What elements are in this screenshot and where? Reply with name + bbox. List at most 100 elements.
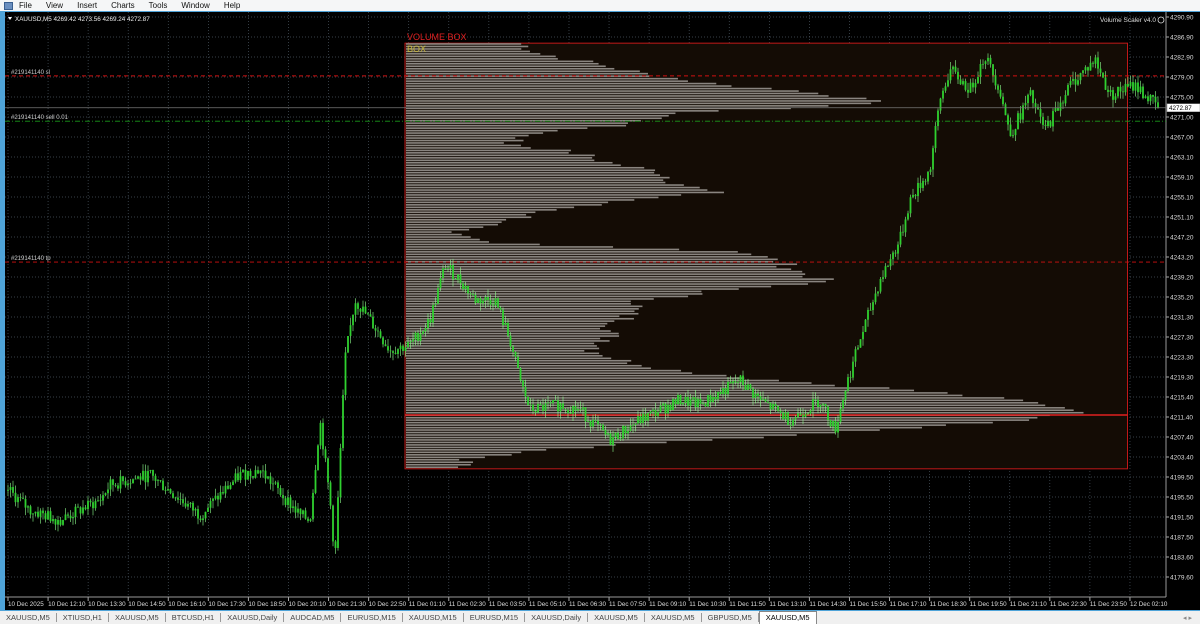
candle-body: [1157, 102, 1159, 108]
candle-body: [34, 511, 37, 514]
chart-menu-arrow-icon[interactable]: [8, 17, 12, 20]
candle-body: [464, 285, 467, 290]
price-axis-label: 4290.90: [1170, 15, 1194, 22]
volume-histogram-bar: [406, 463, 471, 466]
time-axis-label: 10 Dec 21:30: [329, 601, 367, 608]
time-axis-label: 11 Dec 19:50: [970, 601, 1007, 608]
volume-histogram-bar: [406, 196, 659, 199]
candle-body: [587, 421, 589, 422]
candle-body: [337, 497, 339, 548]
candle-body: [169, 488, 172, 494]
candle-body: [917, 182, 919, 197]
volume-histogram-bar: [406, 95, 829, 97]
candle-body: [494, 298, 497, 306]
chart-tab[interactable]: XAUUSD,M5: [0, 613, 57, 622]
candle-body: [607, 433, 609, 435]
candle-body: [672, 399, 674, 411]
chart-tab[interactable]: XAUUSD,Daily: [525, 613, 589, 622]
chart-tab[interactable]: BTCUSD,H1: [166, 613, 222, 622]
candle-body: [312, 492, 314, 520]
price-axis-label: 4235.20: [1170, 295, 1194, 302]
volume-histogram-bar: [406, 251, 738, 253]
volume-histogram-bar: [406, 305, 643, 308]
candle-body: [679, 394, 682, 405]
candle-body: [24, 498, 27, 508]
candle-body: [739, 375, 742, 383]
candle-body: [659, 405, 662, 413]
menu-tools[interactable]: Tools: [148, 1, 168, 10]
candle-body: [62, 520, 64, 525]
chart-tab[interactable]: XAUUSD,M5: [109, 613, 166, 622]
candle-body: [399, 345, 402, 350]
price-chart[interactable]: 4290.90 4286.90 4282.90 4279.00 4275.00 4271.…: [0, 0, 1200, 611]
candle-body: [142, 470, 144, 480]
candle-body: [244, 469, 247, 480]
candle-body: [692, 397, 694, 400]
volume-histogram-bar: [406, 399, 1024, 402]
candle-body: [64, 514, 67, 521]
volume-histogram-bar: [406, 58, 558, 60]
chart-tab[interactable]: AUDCAD,M5: [284, 613, 342, 622]
candle-body: [1042, 116, 1044, 125]
volume-histogram-bar: [406, 466, 459, 469]
candle-body: [344, 352, 347, 395]
candle-body: [1082, 70, 1084, 74]
candle-body: [512, 346, 514, 352]
menu-window[interactable]: Window: [181, 1, 210, 10]
volume-histogram-bar: [406, 186, 700, 189]
chart-tab[interactable]: XAUUSD,Daily: [221, 613, 285, 622]
price-axis-label: 4219.30: [1170, 375, 1194, 382]
candle-body: [299, 508, 302, 515]
candle-body: [774, 403, 777, 407]
candle-body: [1137, 82, 1139, 93]
volume-histogram-bar: [406, 454, 512, 456]
volume-histogram-bar: [406, 43, 522, 45]
candle-body: [667, 404, 669, 414]
indicator-settings-icon[interactable]: [1157, 16, 1165, 24]
chart-tab[interactable]: XTIUSD,H1: [57, 613, 109, 622]
chart-tab[interactable]: XAUUSD,M5: [758, 611, 817, 624]
candle-body: [772, 403, 774, 410]
candle-body: [374, 328, 377, 331]
menu-insert[interactable]: Insert: [77, 1, 98, 10]
candle-body: [819, 404, 822, 408]
candle-body: [492, 304, 494, 306]
chart-tab[interactable]: EURUSD,M15: [341, 613, 403, 622]
candle-body: [154, 475, 157, 481]
chart-tab[interactable]: XAUUSD,M5: [588, 613, 645, 622]
candle-body: [989, 57, 992, 65]
candle-body: [997, 85, 999, 90]
volume-histogram-bar: [406, 102, 872, 105]
candle-body: [424, 328, 427, 332]
candle-body: [27, 506, 29, 508]
candle-body: [962, 81, 964, 85]
chart-tab[interactable]: GBPUSD,M5: [702, 613, 759, 622]
candle-body: [269, 476, 272, 484]
tab-scroll-arrows[interactable]: ◂ ▸: [1183, 614, 1192, 622]
candle-body: [472, 293, 474, 295]
candle-body: [524, 386, 527, 397]
candle-body: [1064, 95, 1067, 104]
price-axis-label: 4191.50: [1170, 515, 1194, 522]
menu-view[interactable]: View: [45, 1, 64, 10]
chart-tab[interactable]: EURUSD,M15: [464, 613, 526, 622]
volume-histogram-bar: [406, 357, 612, 360]
chart-tab[interactable]: XAUUSD,M15: [403, 613, 464, 622]
chart-tab[interactable]: XAUUSD,M5: [645, 613, 702, 622]
candle-body: [129, 483, 132, 485]
price-axis-label: 4223.30: [1170, 355, 1194, 362]
candle-body: [909, 197, 912, 214]
candle-body: [529, 404, 532, 406]
menu-help[interactable]: Help: [223, 1, 241, 10]
volume-histogram-bar: [406, 342, 595, 345]
menu-charts[interactable]: Charts: [111, 1, 135, 10]
candle-body: [767, 401, 769, 403]
menu-file[interactable]: File: [19, 1, 32, 10]
candle-body: [662, 403, 664, 406]
candle-body: [824, 403, 827, 407]
time-axis-label: 10 Dec 22:50: [369, 601, 407, 608]
candle-body: [1069, 80, 1072, 85]
candle-body: [82, 507, 84, 514]
volume-histogram-bar: [406, 270, 803, 273]
candle-body: [664, 403, 667, 414]
